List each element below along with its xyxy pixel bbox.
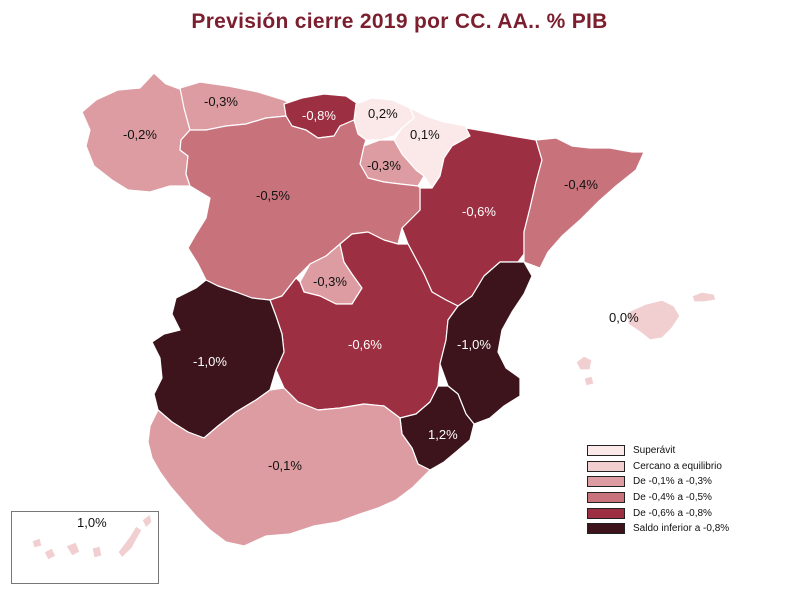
label-canarias: 1,0% — [77, 515, 107, 530]
region-valencia[interactable] — [439, 261, 533, 425]
region-baleares-formentera[interactable] — [583, 375, 595, 387]
legend-swatch — [587, 476, 625, 488]
label-navarra: 0,1% — [410, 127, 440, 142]
canarias-inset-frame — [11, 511, 159, 584]
legend-label: Saldo inferior a -0,8% — [633, 523, 730, 535]
region-canarias-1[interactable] — [31, 537, 43, 549]
label-madrid: -0,3% — [313, 274, 347, 289]
region-canarias-6[interactable] — [141, 513, 153, 529]
legend-swatch — [587, 445, 625, 457]
region-canarias-2[interactable] — [43, 547, 57, 561]
legend-label: De -0,1% a -0,3% — [633, 476, 712, 488]
legend-swatch — [587, 523, 625, 535]
legend-swatch — [587, 460, 625, 472]
legend-swatch — [587, 492, 625, 504]
label-la-rioja: -0,3% — [367, 158, 401, 173]
region-baleares-menorca[interactable] — [691, 291, 717, 303]
label-cantabria: -0,8% — [302, 108, 336, 123]
label-castilla-leon: -0,5% — [256, 188, 290, 203]
region-baleares-mallorca[interactable] — [627, 299, 681, 341]
label-asturias: -0,3% — [204, 94, 238, 109]
legend-item: De -0,1% a -0,3% — [587, 474, 729, 490]
label-baleares: 0,0% — [609, 310, 639, 325]
legend-item: De -0,4% a -0,5% — [587, 490, 729, 506]
legend-item: Superávit — [587, 443, 729, 459]
label-valencia: -1,0% — [457, 337, 491, 352]
label-pais-vasco: 0,2% — [368, 106, 398, 121]
region-canarias-3[interactable] — [65, 541, 81, 557]
label-castilla-la-mancha: -0,6% — [348, 337, 382, 352]
legend-item: De -0,6% a -0,8% — [587, 505, 729, 521]
label-cataluna: -0,4% — [564, 177, 598, 192]
label-murcia: 1,2% — [428, 427, 458, 442]
label-galicia: -0,2% — [123, 127, 157, 142]
legend-swatch — [587, 507, 625, 519]
label-extremadura: -1,0% — [193, 354, 227, 369]
region-baleares-ibiza[interactable] — [575, 355, 593, 371]
legend-item: Saldo inferior a -0,8% — [587, 521, 729, 537]
legend-label: De -0,6% a -0,8% — [633, 507, 712, 519]
region-cataluna[interactable] — [523, 137, 645, 269]
label-andalucia: -0,1% — [268, 458, 302, 473]
region-canarias-4[interactable] — [91, 545, 103, 559]
region-canarias-5[interactable] — [117, 525, 143, 559]
legend-label: Superávit — [633, 445, 676, 457]
legend-label: Cercano a equilibrio — [633, 460, 722, 472]
map-title: Previsión cierre 2019 por CC. AA.. % PIB — [191, 10, 608, 33]
legend: Superávit Cercano a equilibrio De -0,1% … — [587, 443, 729, 537]
label-aragon: -0,6% — [462, 204, 496, 219]
legend-label: De -0,4% a -0,5% — [633, 492, 712, 504]
region-andalucia[interactable] — [147, 387, 431, 547]
legend-item: Cercano a equilibrio — [587, 459, 729, 475]
